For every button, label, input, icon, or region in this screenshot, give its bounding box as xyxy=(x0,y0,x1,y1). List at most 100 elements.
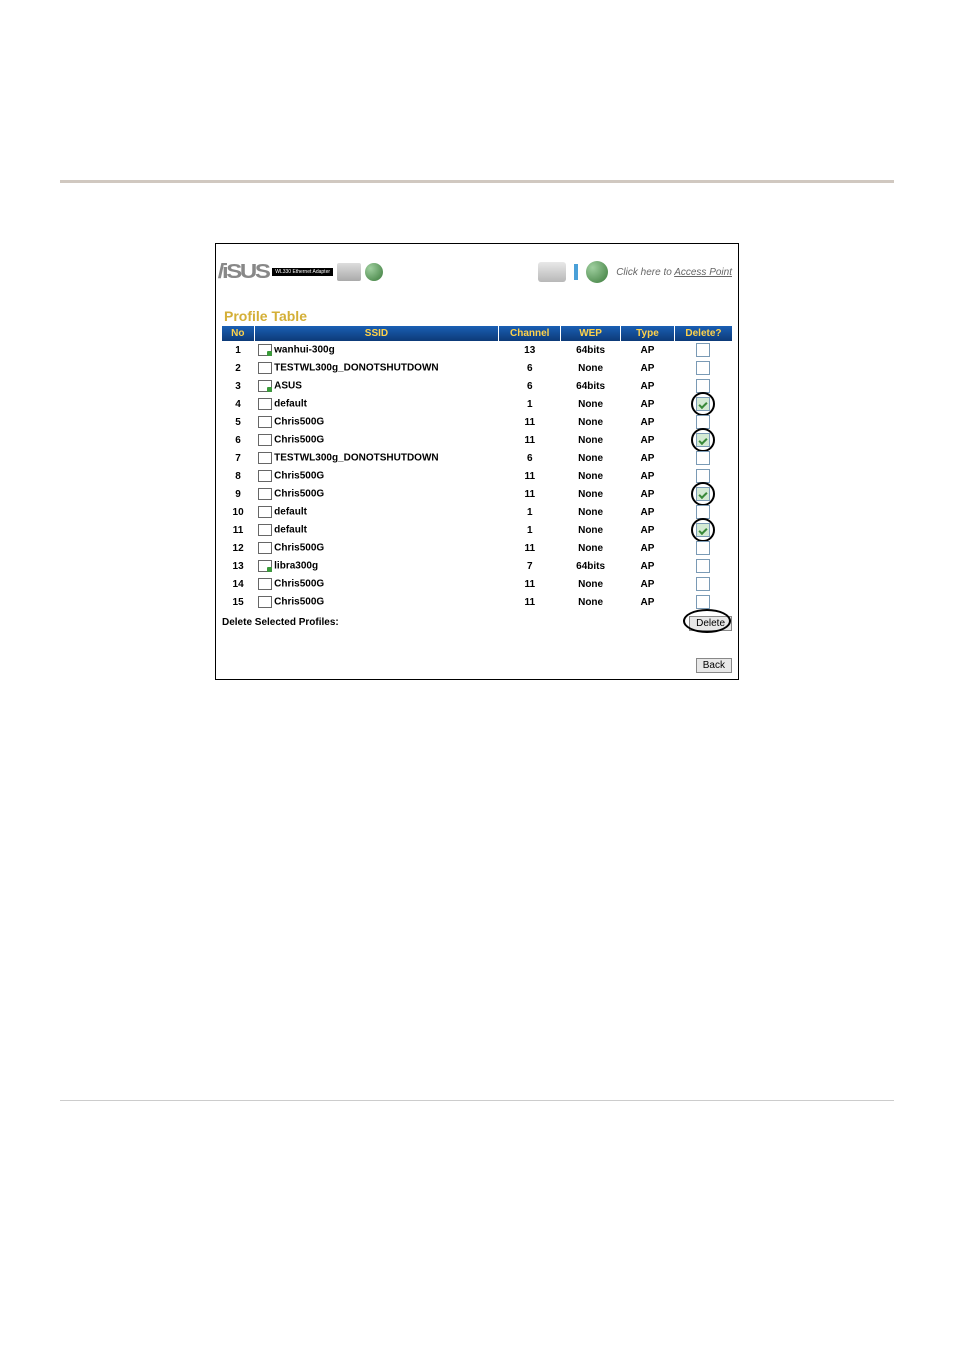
col-delete: Delete? xyxy=(674,326,732,341)
cell-ssid[interactable]: Chris500G xyxy=(254,539,499,557)
profile-icon xyxy=(258,488,272,500)
cell-channel: 11 xyxy=(499,431,561,449)
cell-ssid[interactable]: Chris500G xyxy=(254,413,499,431)
cell-type: AP xyxy=(621,593,675,611)
cell-type: AP xyxy=(621,521,675,539)
delete-checkbox[interactable] xyxy=(696,559,710,573)
cell-channel: 6 xyxy=(499,449,561,467)
cell-ssid[interactable]: default xyxy=(254,521,499,539)
delete-checkbox[interactable] xyxy=(696,415,710,429)
cell-channel: 11 xyxy=(499,485,561,503)
cell-type: AP xyxy=(621,467,675,485)
col-ssid: SSID xyxy=(254,326,499,341)
cell-no: 11 xyxy=(222,521,254,539)
ssid-text: Chris500G xyxy=(274,417,324,428)
cell-channel: 1 xyxy=(499,521,561,539)
ssid-text: Chris500G xyxy=(274,597,324,608)
cell-no: 2 xyxy=(222,359,254,377)
profile-icon xyxy=(258,434,272,446)
delete-checkbox[interactable] xyxy=(696,451,710,465)
page-top-divider xyxy=(60,180,894,183)
delete-button[interactable]: Delete xyxy=(689,616,732,631)
footer-row: Delete Selected Profiles: Delete xyxy=(222,613,732,631)
cell-no: 5 xyxy=(222,413,254,431)
delete-selected-label: Delete Selected Profiles: xyxy=(222,617,339,628)
cell-no: 3 xyxy=(222,377,254,395)
cell-wep: 64bits xyxy=(561,377,621,395)
delete-checkbox[interactable] xyxy=(696,577,710,591)
delete-checkbox[interactable] xyxy=(696,487,710,501)
ssid-text: Chris500G xyxy=(274,435,324,446)
ssid-text: libra300g xyxy=(274,561,318,572)
col-type: Type xyxy=(621,326,675,341)
profile-icon xyxy=(258,416,272,428)
cell-delete xyxy=(674,449,732,467)
delete-checkbox[interactable] xyxy=(696,541,710,555)
cell-no: 13 xyxy=(222,557,254,575)
access-point-link[interactable]: Access Point xyxy=(674,267,732,278)
ssid-text: ASUS xyxy=(274,381,302,392)
table-row: 8Chris500G11NoneAP xyxy=(222,467,732,485)
cell-ssid[interactable]: Chris500G xyxy=(254,593,499,611)
delete-checkbox[interactable] xyxy=(696,433,710,447)
cell-delete xyxy=(674,467,732,485)
delete-checkbox[interactable] xyxy=(696,523,710,537)
router-admin-window: /iSUS WL330 Ethernet Adapter Click here … xyxy=(215,243,739,680)
cell-ssid[interactable]: TESTWL300g_DONOTSHUTDOWN xyxy=(254,449,499,467)
cell-wep: None xyxy=(561,449,621,467)
cell-no: 6 xyxy=(222,431,254,449)
back-button[interactable]: Back xyxy=(696,658,732,673)
cell-delete xyxy=(674,557,732,575)
ssid-text: TESTWL300g_DONOTSHUTDOWN xyxy=(274,453,438,464)
cell-ssid[interactable]: wanhui-300g xyxy=(254,341,499,359)
cell-wep: None xyxy=(561,395,621,413)
profile-icon xyxy=(258,506,272,518)
delete-checkbox[interactable] xyxy=(696,379,710,393)
cell-ssid[interactable]: Chris500G xyxy=(254,467,499,485)
cell-ssid[interactable]: TESTWL300g_DONOTSHUTDOWN xyxy=(254,359,499,377)
cell-type: AP xyxy=(621,449,675,467)
cell-wep: None xyxy=(561,539,621,557)
table-row: 6Chris500G11NoneAP xyxy=(222,431,732,449)
table-row: 4default1NoneAP xyxy=(222,395,732,413)
profile-icon xyxy=(258,380,272,392)
table-row: 7TESTWL300g_DONOTSHUTDOWN6NoneAP xyxy=(222,449,732,467)
cell-no: 9 xyxy=(222,485,254,503)
cell-wep: None xyxy=(561,503,621,521)
table-row: 13libra300g764bitsAP xyxy=(222,557,732,575)
cell-delete xyxy=(674,377,732,395)
globe-icon xyxy=(586,261,608,283)
delete-checkbox[interactable] xyxy=(696,505,710,519)
table-row: 3ASUS664bitsAP xyxy=(222,377,732,395)
cell-ssid[interactable]: Chris500G xyxy=(254,575,499,593)
cell-ssid[interactable]: Chris500G xyxy=(254,431,499,449)
cell-channel: 11 xyxy=(499,539,561,557)
table-row: 1wanhui-300g1364bitsAP xyxy=(222,341,732,359)
table-row: 15Chris500G11NoneAP xyxy=(222,593,732,611)
delete-checkbox[interactable] xyxy=(696,397,710,411)
ssid-text: default xyxy=(274,399,307,410)
delete-checkbox[interactable] xyxy=(696,361,710,375)
cell-channel: 11 xyxy=(499,467,561,485)
header-right: Click here to Access Point xyxy=(538,261,732,283)
cell-ssid[interactable]: ASUS xyxy=(254,377,499,395)
cell-ssid[interactable]: default xyxy=(254,395,499,413)
cell-wep: None xyxy=(561,521,621,539)
cell-no: 14 xyxy=(222,575,254,593)
cell-ssid[interactable]: Chris500G xyxy=(254,485,499,503)
delete-checkbox[interactable] xyxy=(696,343,710,357)
cell-no: 12 xyxy=(222,539,254,557)
cell-delete xyxy=(674,485,732,503)
ssid-text: default xyxy=(274,507,307,518)
cell-type: AP xyxy=(621,557,675,575)
cell-type: AP xyxy=(621,395,675,413)
ssid-text: Chris500G xyxy=(274,579,324,590)
profile-icon xyxy=(258,470,272,482)
cell-ssid[interactable]: libra300g xyxy=(254,557,499,575)
window-header: /iSUS WL330 Ethernet Adapter Click here … xyxy=(222,250,732,294)
delete-checkbox[interactable] xyxy=(696,595,710,609)
delete-checkbox[interactable] xyxy=(696,469,710,483)
cell-ssid[interactable]: default xyxy=(254,503,499,521)
ssid-text: Chris500G xyxy=(274,543,324,554)
cell-channel: 11 xyxy=(499,593,561,611)
